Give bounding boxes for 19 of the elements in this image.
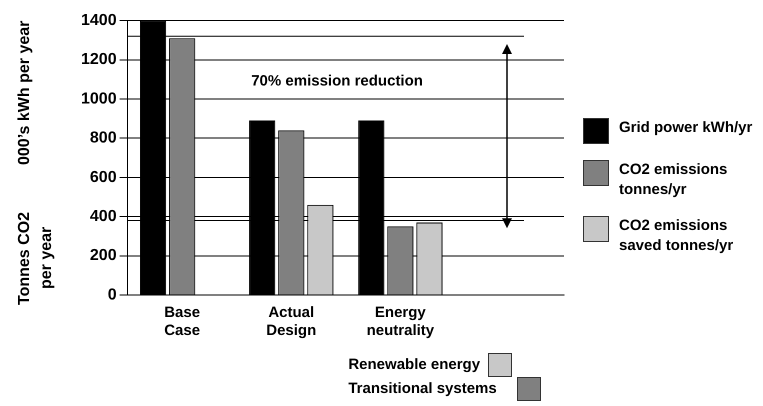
x-tick-label: Energy neutrality bbox=[366, 304, 435, 340]
legend-label: CO2 emissions saved tonnes/yr bbox=[619, 216, 734, 256]
text: Tonnes CO2 per year bbox=[15, 210, 56, 307]
text: Transitional systems bbox=[348, 379, 497, 399]
y-tick-label: 1400 bbox=[81, 12, 117, 30]
legend-label: Grid power kWh/yr bbox=[619, 118, 752, 138]
annotation: 70% emission reduction bbox=[251, 72, 423, 90]
text: Renewable energy bbox=[348, 355, 480, 375]
y-tick-label: 1200 bbox=[81, 51, 117, 68]
x-tick-label: Base Case bbox=[164, 304, 200, 340]
legend-label: CO2 emissions tonnes/yr bbox=[619, 160, 728, 200]
y-tick-label: 200 bbox=[90, 247, 117, 264]
y-tick-label: 1000 bbox=[81, 90, 117, 108]
y-tick-label: 600 bbox=[90, 168, 117, 186]
y-tick-label: 400 bbox=[90, 208, 117, 226]
y-tick-label: 0 bbox=[108, 286, 117, 304]
y-tick-label: 800 bbox=[90, 130, 117, 147]
y-axis-title: 000’s kWh per year bbox=[15, 20, 34, 168]
x-tick-label: Actual Design bbox=[266, 304, 316, 340]
